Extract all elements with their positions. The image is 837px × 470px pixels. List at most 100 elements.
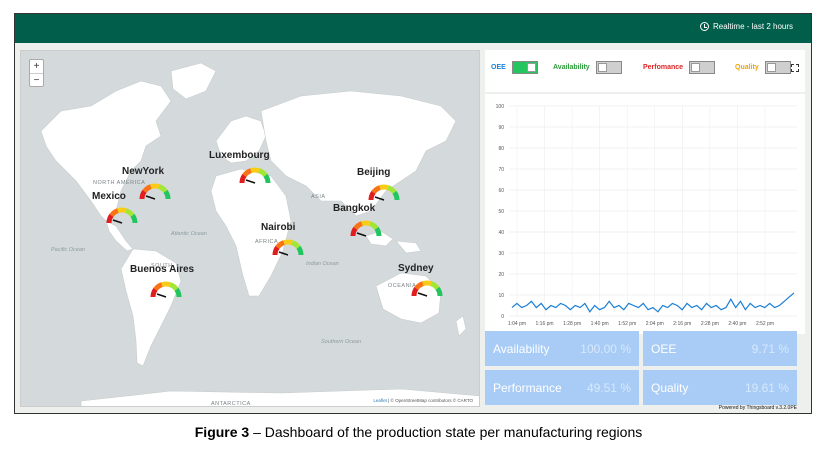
world-map[interactable]: + − NORTH AMERICA ASIA AFRICA SOUTH OCEA… xyxy=(20,50,480,407)
stat-value: 19.61 % xyxy=(744,381,789,395)
stat-label: Availability xyxy=(493,342,550,356)
y-tick-label: 100 xyxy=(496,104,505,110)
gauge-dial-icon xyxy=(368,184,400,201)
city-label-sydney: Sydney xyxy=(398,263,434,274)
map-attribution: Leaflet | © OpenStreetMap contributors ©… xyxy=(371,397,475,404)
x-tick-label: 1:04 pm xyxy=(508,321,526,327)
chart-svg: 0 10 20 30 40 50 60 70 80 90 100 1:04 pm 1:16 pm 1:28… xyxy=(496,104,797,327)
zoom-control: + − xyxy=(29,59,44,87)
y-tick-label: 0 xyxy=(501,314,504,320)
x-tick-label: 2:28 pm xyxy=(701,321,719,327)
toggle-availability-switch[interactable] xyxy=(595,61,622,74)
x-tick-label: 1:52 pm xyxy=(618,321,636,327)
x-tick-label: 2:52 pm xyxy=(756,321,774,327)
toggle-oee-label: OEE xyxy=(491,64,506,71)
city-label-mexico: Mexico xyxy=(92,191,126,202)
gauge-newyork[interactable] xyxy=(138,180,172,200)
toggle-availability[interactable]: Availability xyxy=(553,61,622,74)
sea-label: Indian Ocean xyxy=(306,261,339,267)
series-line xyxy=(511,292,795,313)
gauge-mexico[interactable] xyxy=(105,204,139,224)
sea-label: Atlantic Ocean xyxy=(171,231,207,237)
sea-label: Pacific Ocean xyxy=(51,247,85,253)
city-label-buenos-aires: Buenos Aires xyxy=(130,264,195,275)
y-tick-label: 80 xyxy=(498,146,504,152)
city-label-nairobi: Nairobi xyxy=(261,222,296,233)
gauge-luxembourg[interactable] xyxy=(238,164,272,184)
stat-card-quality: Quality 19.61 % xyxy=(643,370,797,405)
fullscreen-icon[interactable] xyxy=(791,64,799,72)
toggle-performance-label: Perfomance xyxy=(643,64,684,71)
y-tick-label: 10 xyxy=(498,293,504,299)
geo-label: NORTH AMERICA xyxy=(93,180,146,186)
gauge-dial-icon xyxy=(139,183,171,200)
powered-by: Powered by Thingsboard v.3.2.0PE xyxy=(718,405,797,411)
gauge-bangkok[interactable] xyxy=(349,217,383,237)
gauge-buenos-aires[interactable] xyxy=(149,278,183,298)
toggle-availability-label: Availability xyxy=(553,64,590,71)
y-tick-label: 90 xyxy=(498,125,504,131)
x-tick-label: 2:16 pm xyxy=(673,321,691,327)
realtime-label: Realtime - last 2 hours xyxy=(712,22,793,31)
stat-label: Performance xyxy=(493,381,562,395)
gauge-dial-icon xyxy=(411,280,443,297)
stat-value: 49.51 % xyxy=(586,381,631,395)
city-label-beijing: Beijing xyxy=(357,167,391,178)
y-tick-label: 30 xyxy=(498,251,504,257)
oee-line-chart: 0 10 20 30 40 50 60 70 80 90 100 1:04 pm 1:16 pm 1:28… xyxy=(485,94,805,334)
toggle-quality-switch[interactable] xyxy=(764,61,791,74)
toggle-quality-label: Quality xyxy=(735,64,759,71)
y-tick-label: 20 xyxy=(498,272,504,278)
map-land xyxy=(40,62,479,406)
geo-label: AFRICA xyxy=(255,239,279,245)
top-bar: Realtime - last 2 hours xyxy=(15,14,811,43)
zoom-out-button[interactable]: − xyxy=(30,73,43,86)
gauge-dial-icon xyxy=(106,207,138,224)
gauge-nairobi[interactable] xyxy=(271,236,305,256)
zoom-in-button[interactable]: + xyxy=(33,61,40,72)
x-tick-label: 2:40 pm xyxy=(728,321,746,327)
gauge-beijing[interactable] xyxy=(367,181,401,201)
city-label-bangkok: Bangkok xyxy=(333,203,376,214)
stat-card-availability: Availability 100.00 % xyxy=(485,331,639,366)
toggle-oee[interactable]: OEE xyxy=(491,61,538,74)
stat-label: OEE xyxy=(651,342,677,356)
clock-icon xyxy=(699,22,709,31)
gauge-dial-icon xyxy=(150,281,182,298)
gauge-dial-icon xyxy=(272,239,304,256)
stat-card-oee: OEE 9.71 % xyxy=(643,331,797,366)
stat-label: Quality xyxy=(651,381,689,395)
stat-card-performance: Performance 49.51 % xyxy=(485,370,639,405)
x-tick-label: 1:40 pm xyxy=(591,321,609,327)
toggle-performance-switch[interactable] xyxy=(689,61,716,74)
gauge-dial-icon xyxy=(239,167,271,184)
y-tick-label: 60 xyxy=(498,188,504,194)
series-toggle-bar: OEE Availability Perfomance Quality xyxy=(485,50,805,92)
caption-bold: Figure 3 xyxy=(194,424,250,440)
dashboard-frame: Realtime - last 2 hours xyxy=(14,13,812,414)
y-tick-label: 70 xyxy=(498,167,504,173)
y-tick-label: 50 xyxy=(498,209,504,215)
city-label-luxembourg: Luxembourg xyxy=(209,150,270,161)
sea-label: Southern Ocean xyxy=(321,339,362,345)
toggle-quality[interactable]: Quality xyxy=(735,61,791,74)
gauge-dial-icon xyxy=(350,220,382,237)
leaflet-link[interactable]: Leaflet xyxy=(373,398,387,403)
attribution-text: | © OpenStreetMap contributors © CARTO xyxy=(386,398,473,403)
toggle-performance[interactable]: Perfomance xyxy=(643,61,716,74)
geo-label: ANTARCTICA xyxy=(211,401,251,407)
toggle-oee-switch[interactable] xyxy=(511,61,538,74)
realtime-selector[interactable]: Realtime - last 2 hours xyxy=(699,22,793,31)
x-tick-label: 1:16 pm xyxy=(536,321,554,327)
city-label-newyork: NewYork xyxy=(122,166,165,177)
gauge-sydney[interactable] xyxy=(410,277,444,297)
stat-value: 9.71 % xyxy=(751,342,789,356)
caption-text: – Dashboard of the production state per … xyxy=(249,424,643,440)
figure-caption: Figure 3 – Dashboard of the production s… xyxy=(0,424,837,440)
y-tick-label: 40 xyxy=(498,230,504,236)
geo-label: ASIA xyxy=(311,194,326,200)
stat-value: 100.00 % xyxy=(580,342,631,356)
geo-label: SOUTH xyxy=(151,263,173,269)
x-tick-label: 2:04 pm xyxy=(646,321,664,327)
x-tick-label: 1:28 pm xyxy=(563,321,581,327)
